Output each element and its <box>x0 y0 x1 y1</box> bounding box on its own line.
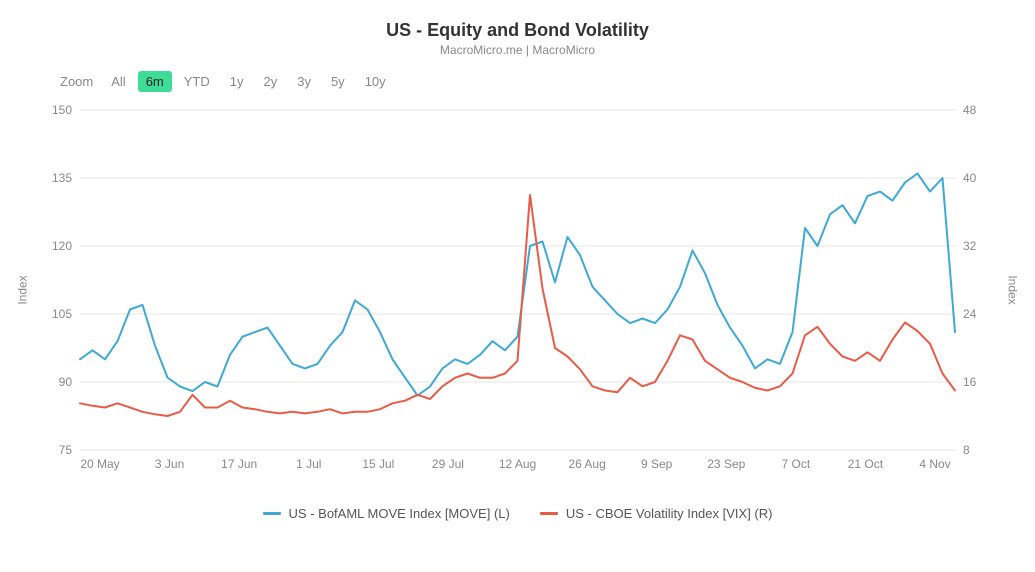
svg-text:7 Oct: 7 Oct <box>781 457 810 471</box>
svg-text:150: 150 <box>52 103 72 117</box>
volatility-chart: US - Equity and Bond Volatility MacroMic… <box>0 0 1035 572</box>
zoom-bar: Zoom All 6m YTD 1y 2y 3y 5y 10y <box>60 71 1005 92</box>
plot-area[interactable]: Index Index 7590105120135150816243240482… <box>30 100 1005 480</box>
svg-text:15 Jul: 15 Jul <box>362 457 394 471</box>
zoom-6m[interactable]: 6m <box>138 71 172 92</box>
legend-label-move: US - BofAML MOVE Index [MOVE] (L) <box>289 506 510 521</box>
svg-text:23 Sep: 23 Sep <box>707 457 745 471</box>
zoom-all[interactable]: All <box>103 71 133 92</box>
legend-item-move[interactable]: US - BofAML MOVE Index [MOVE] (L) <box>263 506 510 521</box>
svg-text:3 Jun: 3 Jun <box>155 457 184 471</box>
legend-swatch-vix <box>540 512 558 515</box>
svg-text:135: 135 <box>52 171 72 185</box>
svg-text:1 Jul: 1 Jul <box>296 457 321 471</box>
legend-swatch-move <box>263 512 281 515</box>
legend-item-vix[interactable]: US - CBOE Volatility Index [VIX] (R) <box>540 506 773 521</box>
zoom-1y[interactable]: 1y <box>222 71 252 92</box>
svg-text:90: 90 <box>59 375 73 389</box>
zoom-10y[interactable]: 10y <box>357 71 394 92</box>
zoom-5y[interactable]: 5y <box>323 71 353 92</box>
svg-text:48: 48 <box>963 103 977 117</box>
plot-svg: 75 90 105 120 135 150 8 16 24 32 40 48 20 May 3 Jun 17… <box>30 100 1005 480</box>
svg-text:8: 8 <box>963 443 970 457</box>
svg-text:26 Aug: 26 Aug <box>568 457 605 471</box>
svg-text:9 Sep: 9 Sep <box>641 457 673 471</box>
y-axis-right-label: Index <box>1005 275 1019 304</box>
svg-text:40: 40 <box>963 171 977 185</box>
svg-text:29 Jul: 29 Jul <box>432 457 464 471</box>
svg-text:75: 75 <box>59 443 73 457</box>
legend-label-vix: US - CBOE Volatility Index [VIX] (R) <box>566 506 773 521</box>
svg-text:4 Nov: 4 Nov <box>919 457 950 471</box>
svg-text:24: 24 <box>963 307 977 321</box>
svg-text:17 Jun: 17 Jun <box>221 457 257 471</box>
svg-text:32: 32 <box>963 239 977 253</box>
chart-title: US - Equity and Bond Volatility <box>30 20 1005 41</box>
svg-text:16: 16 <box>963 375 977 389</box>
svg-text:12 Aug: 12 Aug <box>499 457 536 471</box>
legend: US - BofAML MOVE Index [MOVE] (L) US - C… <box>30 506 1005 521</box>
zoom-2y[interactable]: 2y <box>255 71 285 92</box>
svg-text:20 May: 20 May <box>80 457 119 471</box>
chart-subtitle: MacroMicro.me | MacroMicro <box>30 43 1005 57</box>
svg-text:105: 105 <box>52 307 72 321</box>
zoom-ytd[interactable]: YTD <box>176 71 218 92</box>
zoom-label: Zoom <box>60 74 93 89</box>
svg-text:21 Oct: 21 Oct <box>848 457 884 471</box>
svg-text:120: 120 <box>52 239 72 253</box>
y-axis-left-label: Index <box>16 275 30 304</box>
zoom-3y[interactable]: 3y <box>289 71 319 92</box>
